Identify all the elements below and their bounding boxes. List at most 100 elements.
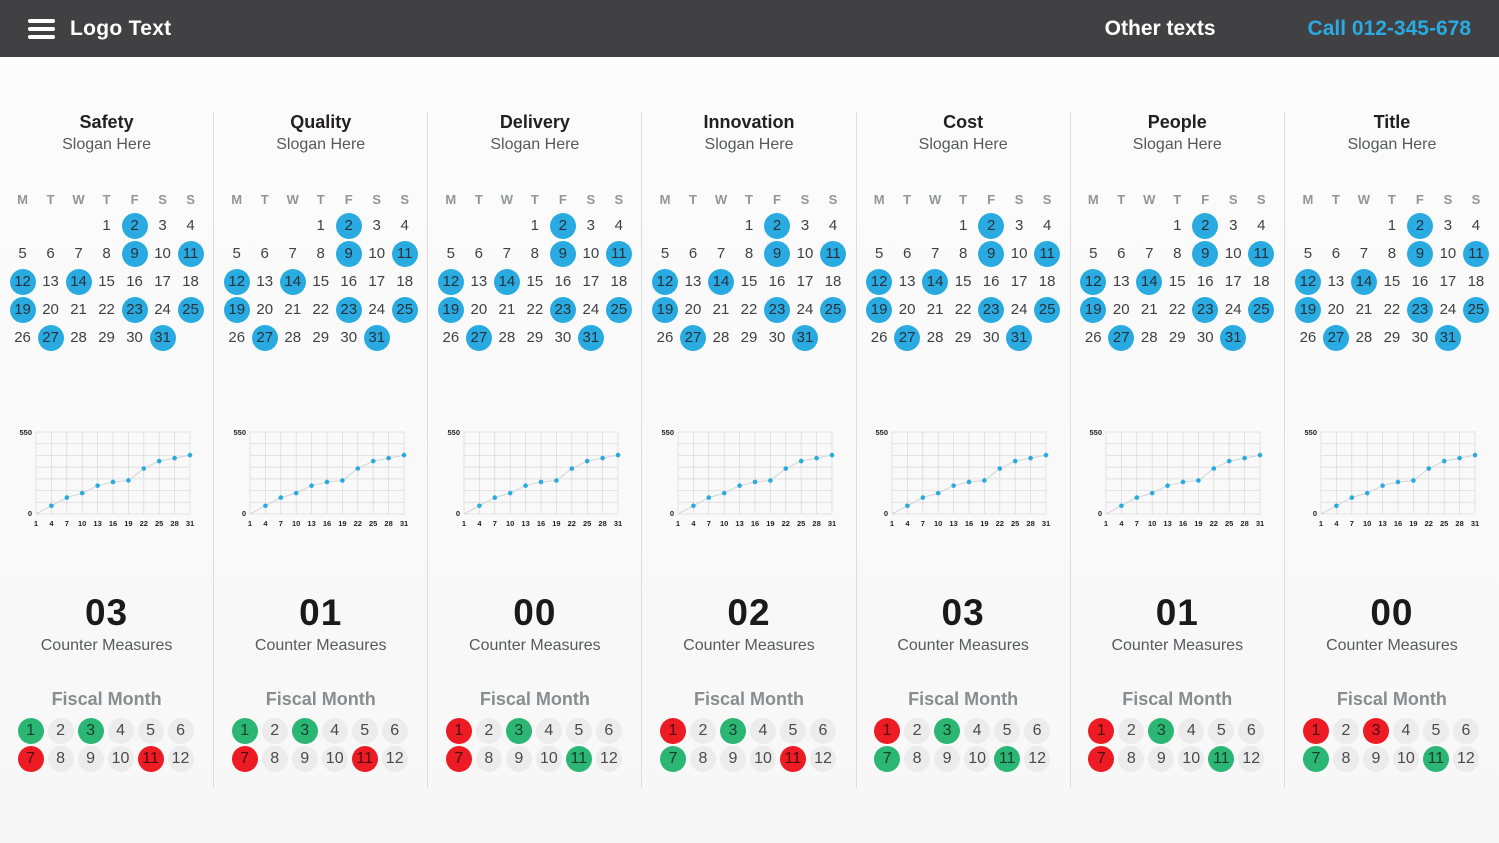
calendar-day[interactable]: 6 xyxy=(46,245,55,263)
calendar-day[interactable]: 24 xyxy=(582,301,600,319)
calendar-day[interactable]: 18 xyxy=(824,273,842,291)
calendar-day[interactable]: 3 xyxy=(586,217,596,235)
calendar-day[interactable]: 17 xyxy=(368,273,386,291)
fiscal-month-5[interactable]: 5 xyxy=(994,717,1021,744)
fiscal-month-1[interactable]: 1 xyxy=(231,717,258,744)
fiscal-month-6[interactable]: 6 xyxy=(381,717,408,744)
calendar-day[interactable]: 16 xyxy=(126,273,143,291)
calendar-day[interactable]: 25 xyxy=(1248,296,1275,323)
fiscal-month-6[interactable]: 6 xyxy=(1024,717,1051,744)
calendar-day[interactable]: 2 xyxy=(549,212,576,239)
calendar-day[interactable]: 26 xyxy=(14,329,31,347)
fiscal-month-12[interactable]: 12 xyxy=(1452,745,1479,772)
calendar-day[interactable]: 22 xyxy=(740,301,758,319)
calendar-day[interactable]: 28 xyxy=(284,329,302,347)
calendar-day[interactable]: 14 xyxy=(1136,268,1163,295)
fiscal-month-7[interactable]: 7 xyxy=(874,745,901,772)
calendar-day[interactable]: 21 xyxy=(284,301,302,319)
fiscal-month-6[interactable]: 6 xyxy=(1238,717,1265,744)
calendar-day[interactable]: 2 xyxy=(1192,212,1219,239)
calendar-day[interactable]: 4 xyxy=(614,217,624,235)
calendar-day[interactable]: 20 xyxy=(684,301,702,319)
calendar-day[interactable]: 17 xyxy=(1439,273,1457,291)
calendar-day[interactable]: 6 xyxy=(1117,245,1126,263)
fiscal-month-5[interactable]: 5 xyxy=(779,717,806,744)
fiscal-month-8[interactable]: 8 xyxy=(47,745,74,772)
calendar-day[interactable]: 14 xyxy=(922,268,949,295)
calendar-day[interactable]: 6 xyxy=(260,245,269,263)
calendar-day[interactable]: 12 xyxy=(9,268,36,295)
calendar-day[interactable]: 15 xyxy=(1168,273,1186,291)
calendar-day[interactable]: 25 xyxy=(391,296,418,323)
fiscal-month-10[interactable]: 10 xyxy=(1178,745,1205,772)
calendar-day[interactable]: 10 xyxy=(796,245,814,263)
calendar-day[interactable]: 10 xyxy=(1010,245,1028,263)
calendar-day[interactable]: 6 xyxy=(1331,245,1341,263)
calendar-day[interactable]: 23 xyxy=(335,296,362,323)
calendar-day[interactable]: 7 xyxy=(716,245,726,263)
fiscal-month-3[interactable]: 3 xyxy=(1362,717,1389,744)
calendar-day[interactable]: 12 xyxy=(223,268,250,295)
calendar-day[interactable]: 25 xyxy=(605,296,632,323)
fiscal-month-12[interactable]: 12 xyxy=(381,745,408,772)
calendar-day[interactable]: 27 xyxy=(894,324,921,351)
fiscal-month-9[interactable]: 9 xyxy=(719,745,746,772)
fiscal-month-12[interactable]: 12 xyxy=(809,745,836,772)
calendar-day[interactable]: 1 xyxy=(530,217,540,235)
calendar-day[interactable]: 17 xyxy=(1224,273,1242,291)
fiscal-month-7[interactable]: 7 xyxy=(17,745,44,772)
calendar-day[interactable]: 10 xyxy=(368,245,386,263)
calendar-day[interactable]: 19 xyxy=(866,296,893,323)
fiscal-month-2[interactable]: 2 xyxy=(1118,717,1145,744)
calendar-day[interactable]: 9 xyxy=(121,240,148,267)
calendar-day[interactable]: 22 xyxy=(1383,301,1401,319)
calendar-day[interactable]: 27 xyxy=(1108,324,1135,351)
fiscal-month-11[interactable]: 11 xyxy=(1208,745,1235,772)
calendar-day[interactable]: 28 xyxy=(1140,329,1158,347)
calendar-day[interactable]: 27 xyxy=(251,324,278,351)
calendar-day[interactable]: 6 xyxy=(902,245,912,263)
calendar-day[interactable]: 8 xyxy=(958,245,968,263)
fiscal-month-10[interactable]: 10 xyxy=(535,745,562,772)
fiscal-month-8[interactable]: 8 xyxy=(689,745,716,772)
calendar-day[interactable]: 19 xyxy=(651,296,678,323)
fiscal-month-12[interactable]: 12 xyxy=(595,745,622,772)
calendar-day[interactable]: 21 xyxy=(712,301,730,319)
fiscal-month-11[interactable]: 11 xyxy=(351,745,378,772)
calendar-day[interactable]: 24 xyxy=(796,301,814,319)
calendar-day[interactable]: 19 xyxy=(223,296,250,323)
calendar-day[interactable]: 1 xyxy=(958,217,968,235)
calendar-day[interactable]: 31 xyxy=(1006,324,1033,351)
calendar-day[interactable]: 3 xyxy=(800,217,810,235)
calendar-day[interactable]: 31 xyxy=(1220,324,1247,351)
fiscal-month-11[interactable]: 11 xyxy=(779,745,806,772)
calendar-day[interactable]: 5 xyxy=(1303,245,1313,263)
calendar-day[interactable]: 28 xyxy=(498,329,516,347)
calendar-day[interactable]: 29 xyxy=(312,329,330,347)
calendar-day[interactable]: 15 xyxy=(98,273,115,291)
calendar-day[interactable]: 27 xyxy=(679,324,706,351)
calendar-day[interactable]: 2 xyxy=(978,212,1005,239)
calendar-day[interactable]: 11 xyxy=(177,240,204,267)
calendar-day[interactable]: 9 xyxy=(335,240,362,267)
fiscal-month-3[interactable]: 3 xyxy=(77,717,104,744)
calendar-day[interactable]: 13 xyxy=(684,273,702,291)
calendar-day[interactable]: 9 xyxy=(978,240,1005,267)
calendar-day[interactable]: 14 xyxy=(1350,268,1377,295)
calendar-day[interactable]: 19 xyxy=(9,296,36,323)
calendar-day[interactable]: 15 xyxy=(526,273,544,291)
calendar-day[interactable]: 27 xyxy=(1322,324,1349,351)
calendar-day[interactable]: 1 xyxy=(1387,217,1397,235)
calendar-day[interactable]: 5 xyxy=(446,245,456,263)
fiscal-month-5[interactable]: 5 xyxy=(1422,717,1449,744)
calendar-day[interactable]: 5 xyxy=(232,245,241,263)
calendar-day[interactable]: 17 xyxy=(154,273,171,291)
calendar-day[interactable]: 22 xyxy=(312,301,330,319)
calendar-day[interactable]: 2 xyxy=(121,212,148,239)
calendar-day[interactable]: 4 xyxy=(828,217,838,235)
fiscal-month-11[interactable]: 11 xyxy=(565,745,592,772)
calendar-day[interactable]: 20 xyxy=(470,301,488,319)
calendar-day[interactable]: 7 xyxy=(502,245,512,263)
calendar-day[interactable]: 8 xyxy=(744,245,754,263)
fiscal-month-3[interactable]: 3 xyxy=(934,717,961,744)
